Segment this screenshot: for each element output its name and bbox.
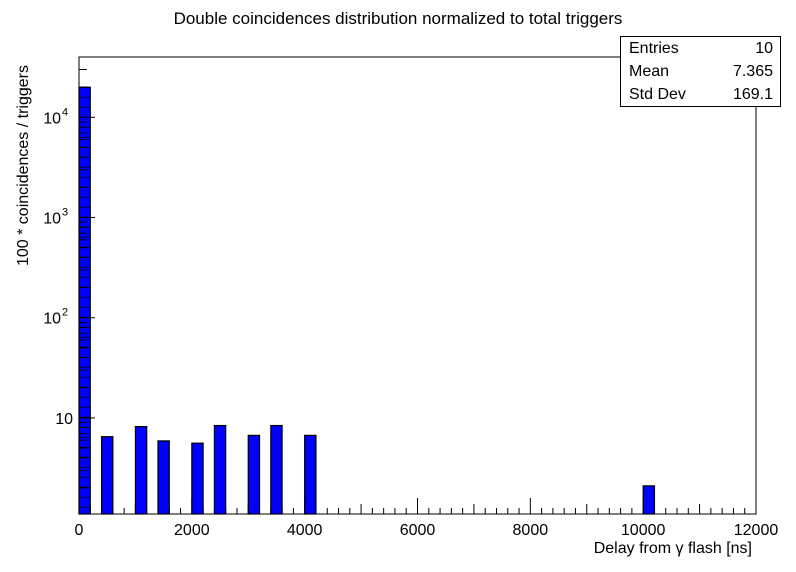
histogram-bar bbox=[247, 434, 261, 515]
histogram-bar bbox=[191, 442, 204, 515]
y-tick-exponent: 2 bbox=[62, 307, 68, 319]
histogram-bar bbox=[642, 485, 656, 515]
stats-label: Entries bbox=[629, 40, 679, 57]
y-tick-label: 10 bbox=[55, 411, 73, 428]
histogram-bar bbox=[270, 424, 283, 515]
stats-value: 7.365 bbox=[732, 63, 773, 80]
y-axis-label: 100 * coincidences / triggers bbox=[15, 65, 32, 266]
histogram-bar bbox=[213, 424, 227, 515]
x-axis-label: Delay from γ flash [ns] bbox=[594, 540, 752, 557]
x-tick-label: 8000 bbox=[513, 522, 549, 539]
stats-label: Mean bbox=[629, 63, 670, 80]
x-tick-label: 12000 bbox=[734, 522, 779, 539]
stats-label: Std Dev bbox=[629, 86, 686, 103]
stats-row: Entries 10 bbox=[621, 37, 780, 60]
histogram-bar bbox=[304, 434, 317, 515]
y-tick-label: 10 bbox=[43, 211, 61, 228]
x-tick-label: 4000 bbox=[287, 522, 323, 539]
chart-title: Double coincidences distribution normali… bbox=[173, 9, 623, 28]
y-tick-label: 10 bbox=[43, 311, 61, 328]
y-tick-label: 10 bbox=[43, 110, 61, 127]
stats-row: Mean 7.365 bbox=[621, 60, 780, 83]
x-tick-label: 10000 bbox=[621, 522, 666, 539]
plot-frame bbox=[78, 56, 757, 515]
histogram-bar bbox=[134, 425, 148, 515]
stats-row: Std Dev 169.1 bbox=[621, 83, 780, 106]
histogram-bar bbox=[100, 436, 114, 515]
x-tick-label: 0 bbox=[75, 522, 84, 539]
stats-value: 10 bbox=[755, 40, 773, 57]
histogram-bar bbox=[78, 86, 91, 515]
x-tick-label: 6000 bbox=[400, 522, 436, 539]
stats-box: Entries 10 Mean 7.365 Std Dev 169.1 bbox=[620, 36, 781, 107]
bar-group bbox=[78, 86, 656, 515]
y-tick-exponent: 4 bbox=[62, 106, 68, 118]
histogram-bar bbox=[157, 440, 170, 515]
stats-value: 169.1 bbox=[732, 86, 773, 103]
y-tick-exponent: 3 bbox=[62, 207, 68, 219]
x-tick-label: 2000 bbox=[174, 522, 210, 539]
